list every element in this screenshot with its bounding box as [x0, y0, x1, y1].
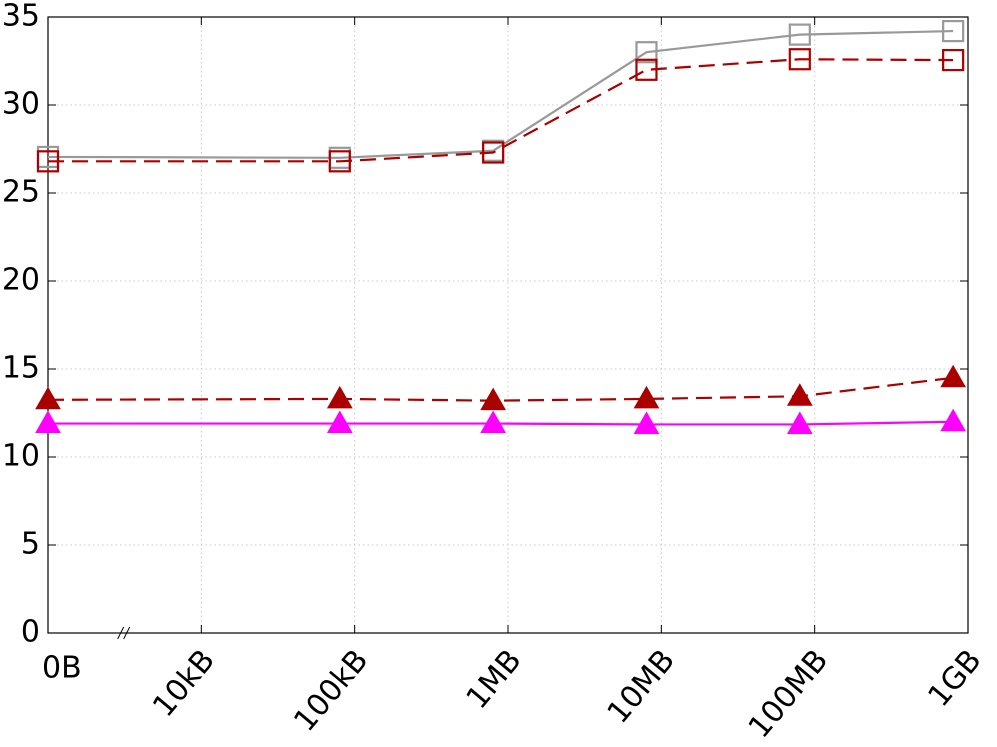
y-tick-label: 5 — [21, 527, 40, 562]
x-tick-label: 0B — [42, 651, 82, 686]
marker — [940, 364, 967, 388]
y-tick-label: 30 — [2, 87, 40, 122]
marker — [480, 410, 507, 434]
marker — [635, 58, 658, 81]
x-tick-label: 1GB — [921, 643, 988, 714]
series-line — [48, 420, 954, 426]
y-tick-label: 20 — [2, 263, 40, 298]
x-tick-label: 100kB — [287, 643, 375, 738]
marker — [36, 150, 60, 173]
marker — [942, 19, 965, 43]
x-tick-label: 10kB — [146, 643, 222, 724]
marker — [788, 23, 811, 46]
marker — [326, 410, 353, 434]
marker — [328, 150, 351, 173]
marker — [482, 141, 505, 164]
series-line — [48, 58, 954, 163]
marker — [788, 48, 811, 71]
axis-break — [117, 626, 125, 640]
series-line — [47, 29, 954, 159]
axis-break — [123, 626, 131, 640]
y-tick-label: 35 — [2, 0, 40, 34]
x-tick-label: 100MB — [742, 643, 835, 745]
x-tick-label: 10MB — [601, 643, 682, 730]
x-tick-label: 1MB — [460, 643, 529, 716]
y-tick-label: 25 — [2, 175, 40, 210]
marker — [942, 49, 965, 72]
marker — [326, 385, 353, 409]
marker — [35, 410, 61, 434]
y-tick-label: 15 — [2, 351, 40, 386]
marker — [480, 387, 507, 411]
y-tick-label: 0 — [21, 615, 40, 650]
marker — [633, 411, 660, 434]
marker — [633, 385, 660, 409]
marker — [940, 408, 967, 432]
plot-frame — [47, 16, 969, 634]
series-line — [47, 376, 954, 402]
y-tick-label: 10 — [2, 439, 40, 474]
marker — [786, 383, 813, 406]
marker — [786, 411, 813, 434]
plot-area — [48, 17, 968, 633]
marker — [35, 386, 61, 410]
marker — [635, 41, 658, 64]
